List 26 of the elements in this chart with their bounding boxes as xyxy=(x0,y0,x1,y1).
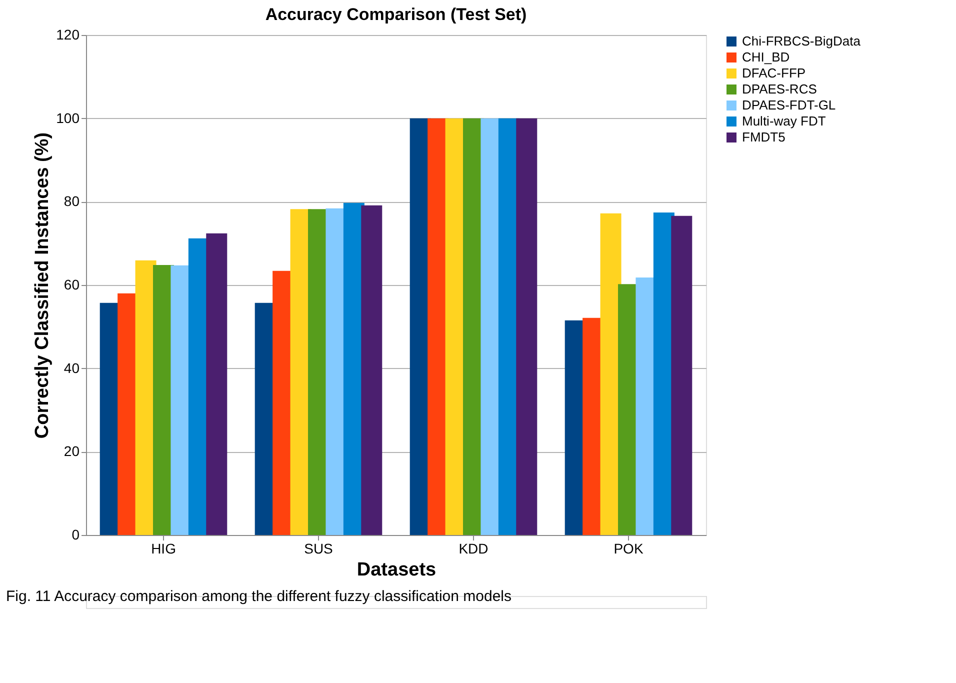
chart-title: Accuracy Comparison (Test Set) xyxy=(265,5,527,24)
legend-label: FMDT5 xyxy=(742,130,786,144)
caption: Fig. 11 Accuracy comparison among the different fuzzy classification models xyxy=(6,588,512,605)
y-tick-label: 40 xyxy=(64,360,80,376)
legend-label: Multi-way FDT xyxy=(742,114,826,128)
x-axis-title: Datasets xyxy=(356,560,436,580)
legend-label: Chi-FRBCS-BigData xyxy=(742,34,862,48)
x-tick-label: POK xyxy=(614,540,644,556)
legend-label: CHI_BD xyxy=(742,50,790,64)
y-axis-title: Correctly Classified Instances (%) xyxy=(32,132,54,439)
bar xyxy=(516,118,538,535)
y-tick-label: 100 xyxy=(56,110,80,126)
x-tick-label: KDD xyxy=(458,540,488,556)
y-tick-label: 80 xyxy=(64,193,80,210)
legend-label: DPAES-FDT-GL xyxy=(742,98,836,112)
y-tick-label: 0 xyxy=(72,526,80,542)
y-tick-label: 120 xyxy=(56,26,80,42)
y-tick-label: 60 xyxy=(64,276,80,292)
y-tick-label: 20 xyxy=(64,443,80,460)
legend-label: DFAC-FFP xyxy=(742,66,806,80)
x-tick-label: SUS xyxy=(304,540,333,556)
x-tick-label: HIG xyxy=(151,540,176,556)
legend-label: DPAES-RCS xyxy=(742,82,818,96)
bar xyxy=(361,205,382,535)
bar xyxy=(206,233,228,535)
bar xyxy=(671,216,692,535)
